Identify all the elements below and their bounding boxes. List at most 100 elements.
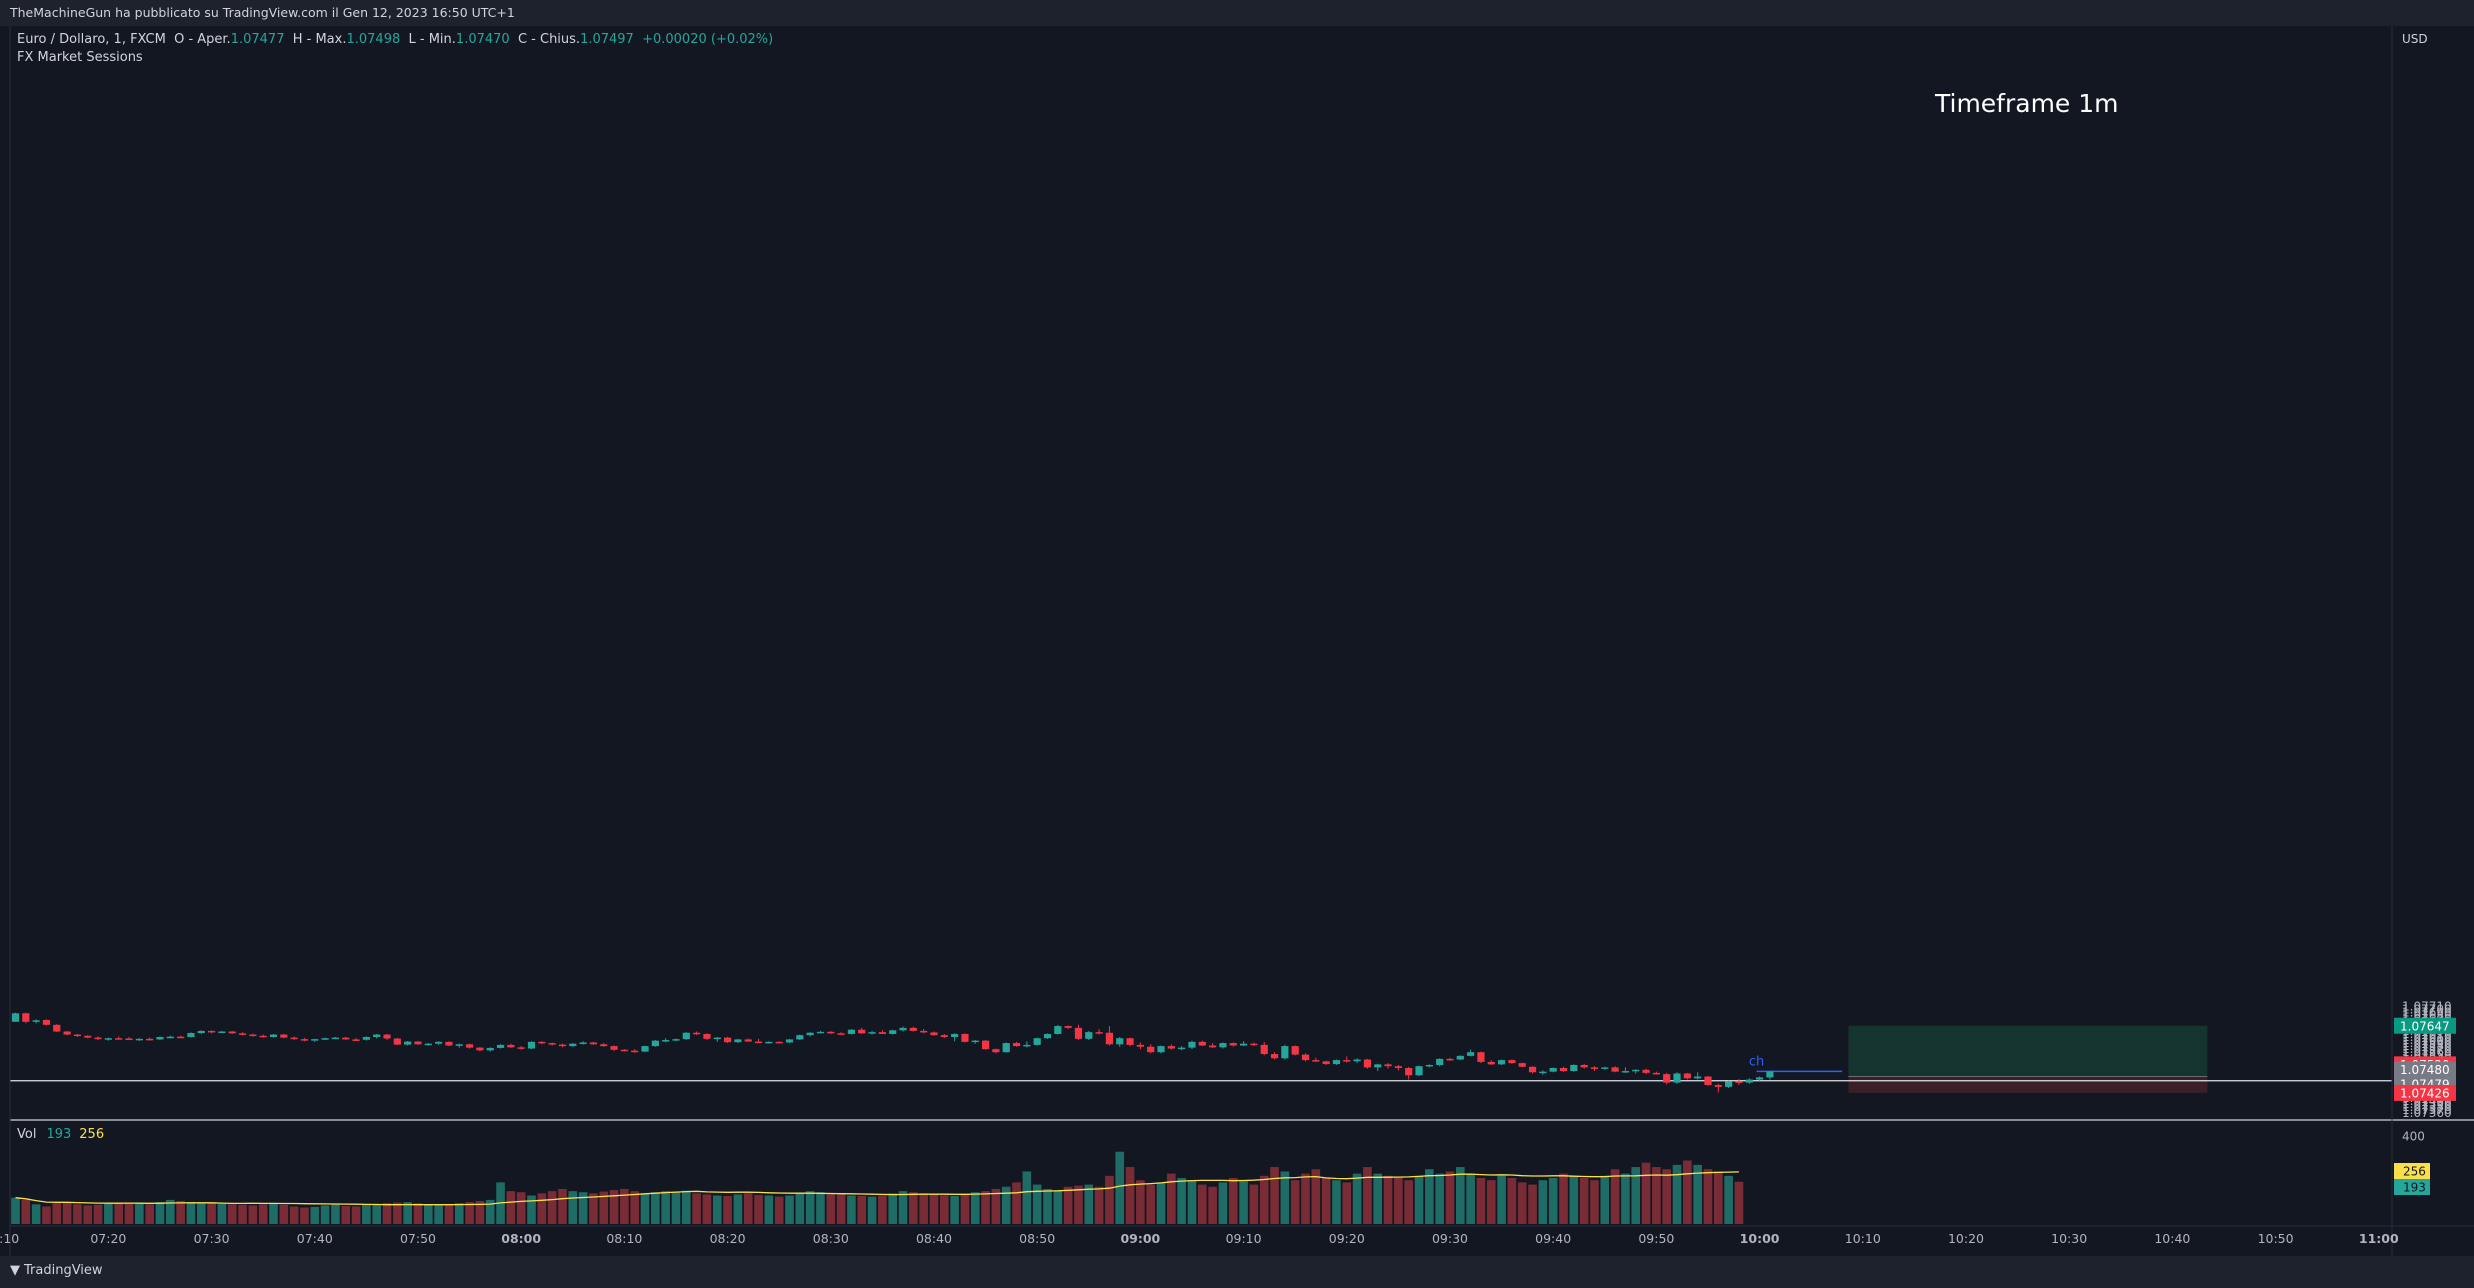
candle-body <box>1766 1071 1774 1078</box>
volume-bar <box>1476 1178 1486 1224</box>
candle-body <box>662 1040 670 1042</box>
candle-body <box>610 1046 618 1050</box>
candle-body <box>1467 1052 1475 1056</box>
volume-bar <box>754 1195 763 1224</box>
volume-bar <box>1290 1180 1300 1224</box>
candle-body <box>1735 1081 1743 1083</box>
volume-bar <box>403 1202 412 1224</box>
candle-body <box>1301 1054 1310 1061</box>
volume-bar <box>1435 1173 1444 1224</box>
volume-bar <box>145 1204 154 1224</box>
candle-body <box>1064 1026 1072 1028</box>
volume-bar <box>929 1194 939 1224</box>
candle-body <box>476 1047 484 1051</box>
volume-bar <box>950 1195 959 1224</box>
volume-bar <box>351 1206 361 1224</box>
volume-bar <box>52 1203 62 1224</box>
volume-bar <box>1198 1184 1207 1224</box>
volume-tick-label: 400 <box>2402 1129 2425 1143</box>
time-tick-label: 09:00 <box>1120 1231 1160 1246</box>
volume-bar <box>475 1201 485 1224</box>
candle-body <box>1023 1044 1031 1047</box>
volume-bar <box>1208 1186 1217 1224</box>
candle-body <box>1157 1046 1165 1053</box>
candle-body <box>249 1034 257 1037</box>
volume-bar <box>1425 1169 1434 1224</box>
candle-body <box>1343 1060 1351 1062</box>
volume-bar <box>857 1195 867 1224</box>
price-badge <box>2394 1061 2456 1078</box>
volume-ma-line <box>15 1171 1739 1206</box>
candle-body <box>11 1013 20 1022</box>
volume-bar <box>805 1191 815 1224</box>
candle-body <box>1580 1064 1588 1068</box>
candle-body <box>1136 1044 1144 1047</box>
tradingview-logo[interactable]: ▼ TradingView <box>10 1263 107 1278</box>
candle-body <box>445 1041 453 1046</box>
candle-body <box>961 1033 969 1042</box>
candle-body <box>1374 1064 1382 1068</box>
candle-body <box>1632 1069 1640 1072</box>
candle-body <box>1704 1076 1712 1086</box>
candle-body <box>1528 1066 1537 1073</box>
volume-bar <box>310 1206 320 1224</box>
volume-bar <box>1652 1167 1661 1224</box>
candle-body <box>527 1041 536 1049</box>
candle-body <box>22 1013 30 1022</box>
volume-bar <box>62 1202 72 1224</box>
candle-body <box>1363 1059 1372 1068</box>
candle-body <box>1673 1073 1681 1083</box>
candle-body <box>1642 1069 1650 1073</box>
candle-body <box>1074 1027 1083 1039</box>
candle-body <box>424 1043 432 1046</box>
candle-body <box>1745 1079 1753 1083</box>
price-badge-text: 1.07647 <box>2400 1019 2450 1033</box>
volume-bar <box>516 1192 526 1224</box>
volume-legend[interactable]: Vol 193 256 <box>17 1127 104 1142</box>
candle-body <box>1518 1063 1526 1067</box>
volume-bar <box>1693 1164 1702 1224</box>
candle-body <box>971 1040 979 1043</box>
candle-body <box>765 1041 773 1044</box>
candle-body <box>1353 1059 1361 1062</box>
price-badge <box>2394 1017 2456 1034</box>
volume-bar <box>1610 1169 1620 1224</box>
ohlc-legend: Euro / Dollaro, 1, FXCM O - Aper.1.07477… <box>17 32 773 47</box>
candle-body <box>920 1030 928 1033</box>
volume-bar <box>1228 1178 1238 1224</box>
change-value: +0.00020 (+0.02%) <box>642 32 774 47</box>
time-tick-label: 08:40 <box>916 1231 952 1246</box>
volume-bar <box>331 1204 340 1224</box>
candle-body <box>373 1034 381 1037</box>
candle-body <box>548 1043 556 1045</box>
close-value: 1.07497 <box>580 32 634 47</box>
candle-body <box>1415 1066 1423 1076</box>
volume-bar <box>816 1192 825 1224</box>
candle-body <box>1178 1047 1186 1050</box>
volume-bar <box>1683 1160 1692 1224</box>
candle-body <box>827 1031 835 1034</box>
volume-bar <box>682 1190 691 1224</box>
candle-body <box>1436 1058 1444 1065</box>
candle-body <box>207 1030 216 1033</box>
volume-bar <box>258 1204 268 1224</box>
symbol-name: Euro / Dollaro, 1, FXCM <box>17 32 166 47</box>
volume-bar <box>289 1206 299 1224</box>
candle-body <box>868 1032 876 1034</box>
indicator-legend[interactable]: FX Market Sessions <box>17 50 143 65</box>
candle-body <box>785 1039 794 1043</box>
candle-body <box>847 1029 856 1034</box>
volume-ma-value: 256 <box>79 1127 105 1142</box>
candle-body <box>816 1031 825 1034</box>
volume-bar <box>589 1193 598 1224</box>
volume-bar <box>93 1204 103 1224</box>
candle-body <box>858 1029 866 1034</box>
candle-body <box>414 1041 422 1045</box>
volume-bar <box>114 1203 123 1224</box>
volume-bar <box>31 1204 41 1224</box>
candle-body <box>703 1033 711 1039</box>
candle-body <box>1033 1038 1041 1045</box>
volume-bar <box>785 1195 794 1224</box>
volume-bar <box>1445 1171 1455 1224</box>
